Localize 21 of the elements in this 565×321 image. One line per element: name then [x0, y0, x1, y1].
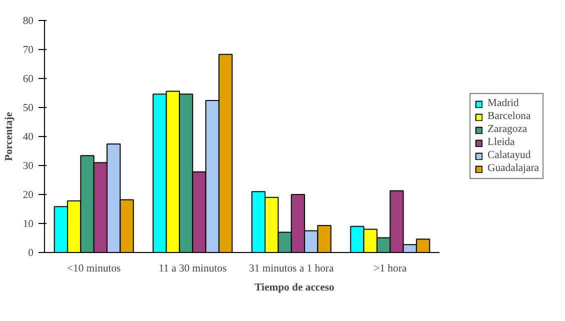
- legend-label: Barcelona: [488, 111, 531, 122]
- y-tick-label: 30: [22, 161, 34, 172]
- y-tick-label: 50: [22, 103, 34, 114]
- x-tick-label: 31 minutos a 1 hora: [249, 264, 334, 274]
- y-tick-label: 10: [22, 219, 34, 230]
- y-tick-label: 20: [22, 190, 34, 201]
- y-tick-label: 40: [22, 132, 34, 143]
- x-tick-label: 11 a 30 minutos: [158, 264, 227, 274]
- y-axis-title: Porcentaje: [4, 112, 15, 161]
- y-tick-label: 60: [22, 74, 34, 85]
- legend-label: Zaragoza: [488, 124, 528, 135]
- legend-label: Guadalajara: [488, 163, 539, 174]
- x-tick-label: >1 hora: [374, 264, 407, 274]
- legend-label: Calatayud: [488, 150, 531, 161]
- y-tick-label: 0: [28, 248, 34, 259]
- legend-label: Madrid: [488, 98, 519, 109]
- x-axis-title: Tiempo de acceso: [254, 282, 334, 294]
- y-tick-label: 70: [22, 45, 34, 56]
- y-tick-label: 80: [22, 16, 34, 27]
- legend-label: Lleida: [488, 137, 515, 148]
- x-tick-label: <10 minutos: [67, 264, 121, 274]
